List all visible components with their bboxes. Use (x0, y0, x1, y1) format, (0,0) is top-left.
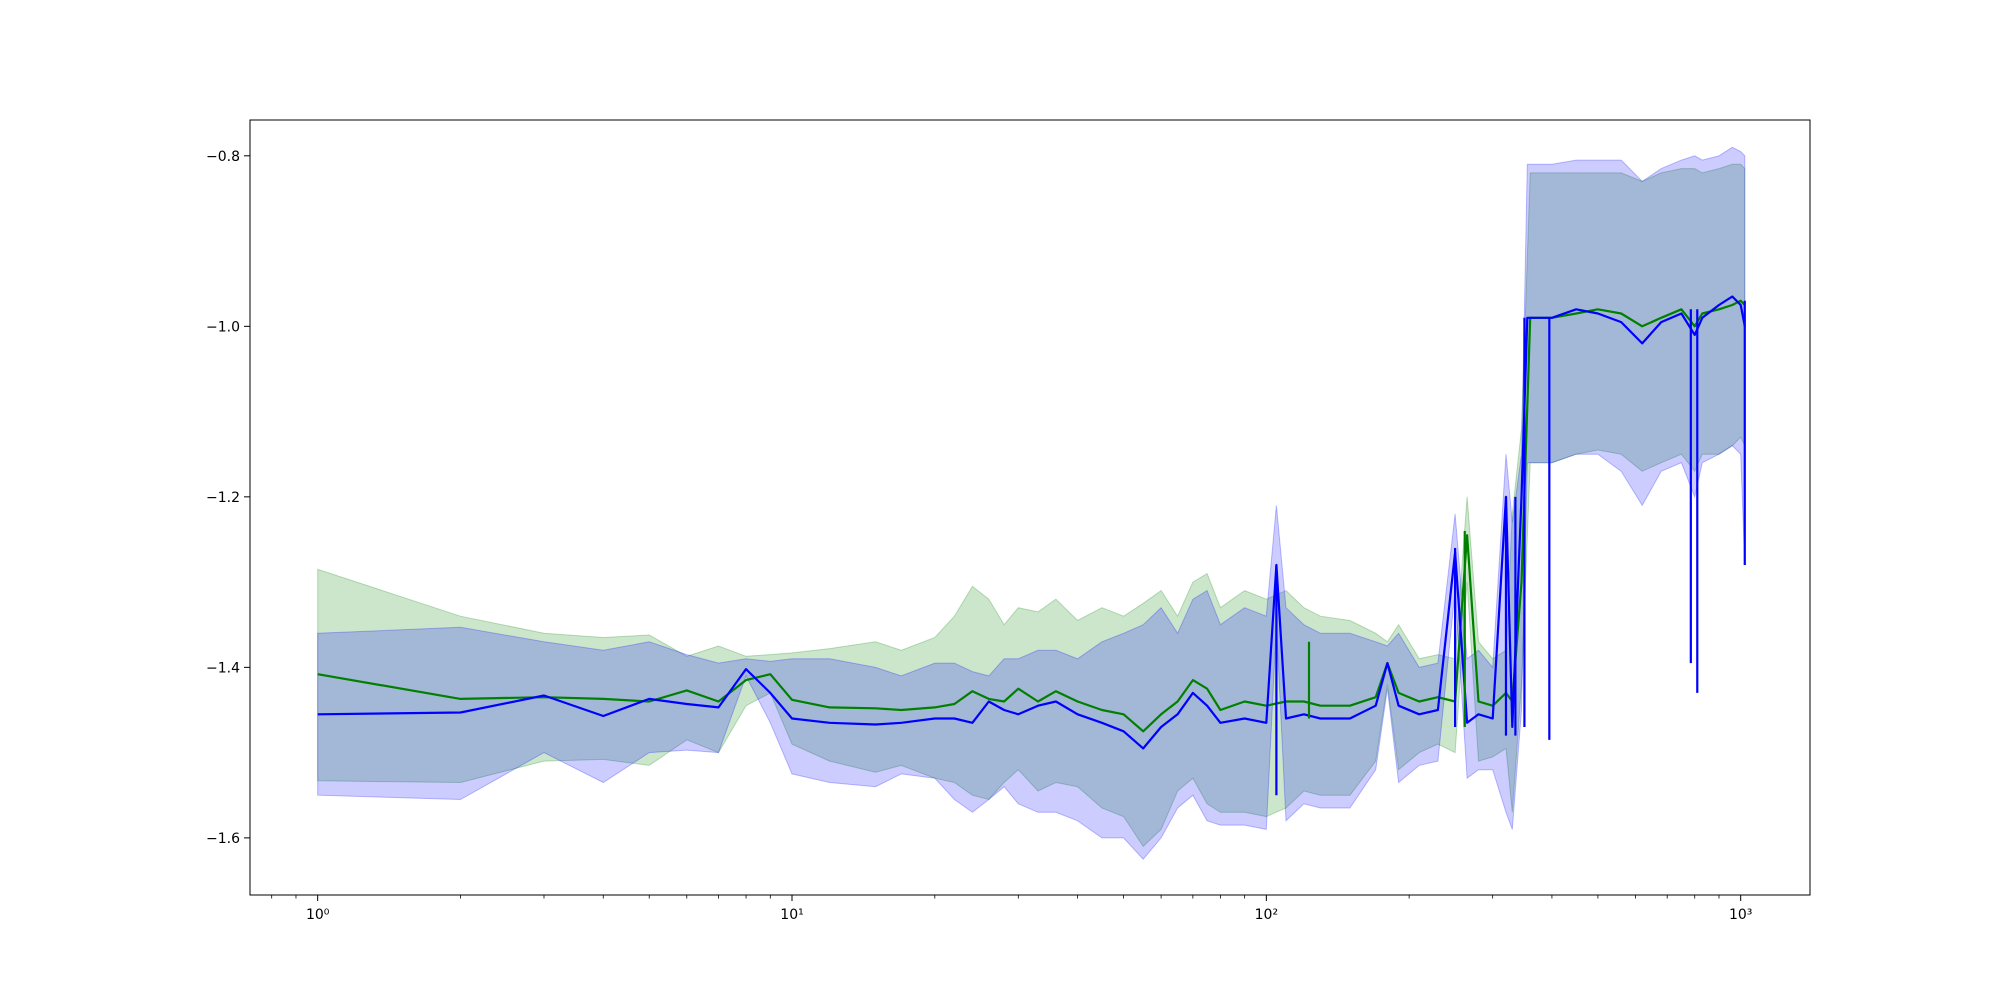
series-lines (317, 295, 1746, 796)
x-tick-label-3: 10³ (1729, 907, 1752, 923)
y-tick-label-1: −1.0 (206, 319, 240, 335)
x-tick-label-2: 10² (1255, 907, 1278, 923)
y-tick-label-4: −1.6 (206, 831, 240, 847)
y-tick-label-2: −1.2 (206, 490, 240, 506)
x-tick-label-1: 10¹ (780, 907, 803, 923)
x-tick-label-0: 10⁰ (306, 907, 330, 923)
y-axis: −0.8 −1.0 −1.2 −1.4 −1.6 (206, 149, 250, 847)
x-axis: 10⁰ 10¹ 10² 10³ (271, 895, 1752, 923)
series-0-line (317, 299, 1746, 733)
y-tick-label-3: −1.4 (206, 660, 240, 676)
plot-frame (249, 119, 1811, 896)
y-tick-label-0: −0.8 (206, 149, 240, 165)
series-1-line (317, 295, 1746, 750)
